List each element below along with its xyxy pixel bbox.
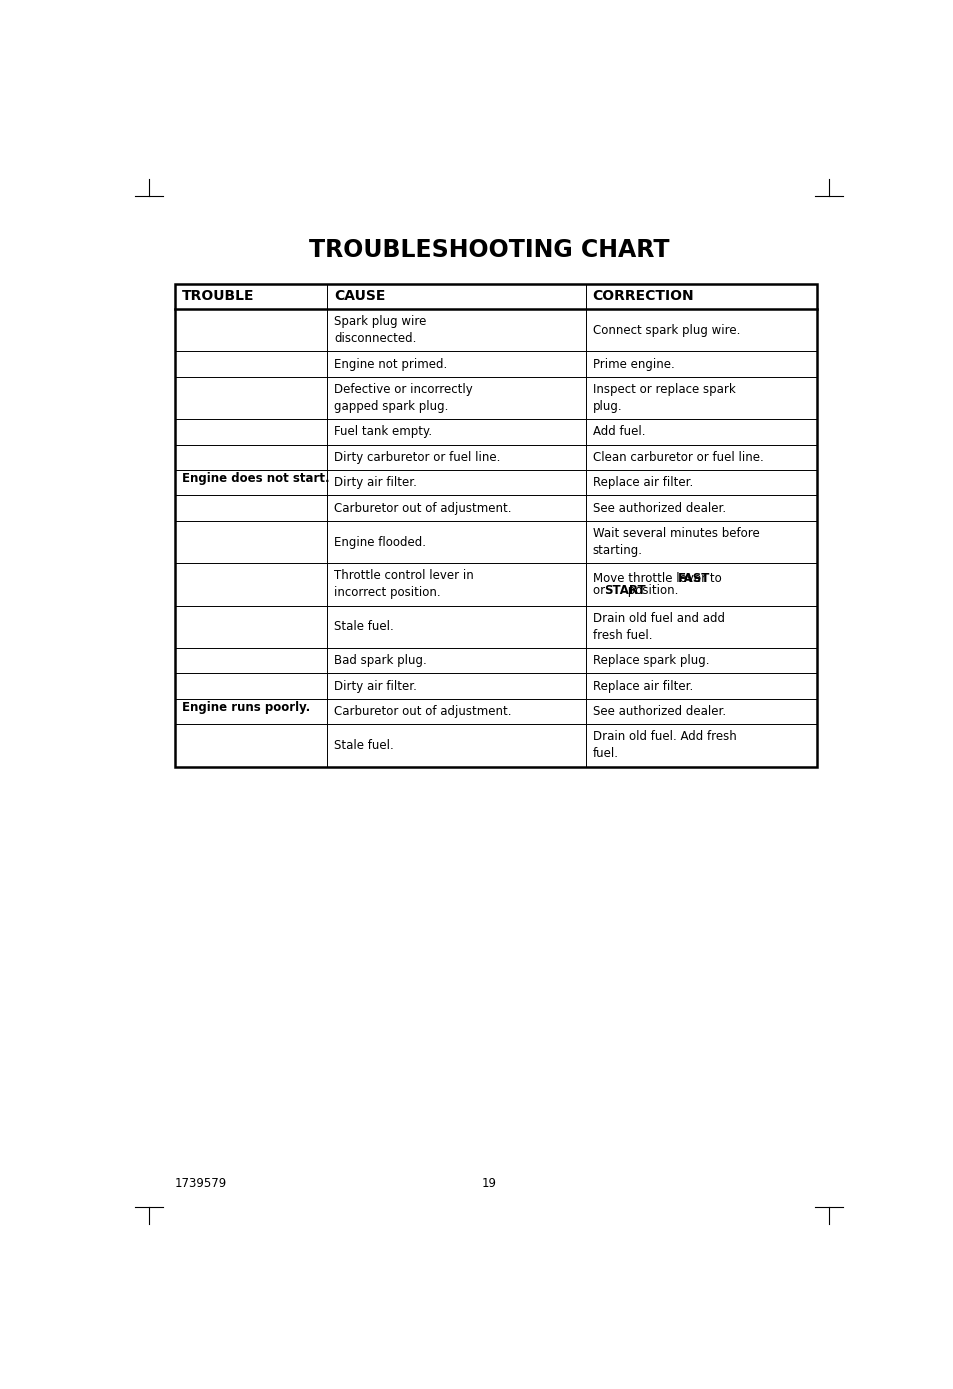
Text: TROUBLE: TROUBLE <box>182 289 254 303</box>
Text: Dirty air filter.: Dirty air filter. <box>334 679 416 693</box>
Text: Drain old fuel. Add fresh
fuel.: Drain old fuel. Add fresh fuel. <box>592 731 736 760</box>
Text: Throttle control lever in
incorrect position.: Throttle control lever in incorrect posi… <box>334 569 474 600</box>
Text: FAST: FAST <box>678 571 710 585</box>
Text: Clean carburetor or fuel line.: Clean carburetor or fuel line. <box>592 451 762 464</box>
Text: Prime engine.: Prime engine. <box>592 358 674 371</box>
Text: Fuel tank empty.: Fuel tank empty. <box>334 425 432 439</box>
Text: Bad spark plug.: Bad spark plug. <box>334 654 426 667</box>
Text: Dirty carburetor or fuel line.: Dirty carburetor or fuel line. <box>334 451 500 464</box>
Text: 19: 19 <box>481 1176 496 1189</box>
Text: Drain old fuel and add
fresh fuel.: Drain old fuel and add fresh fuel. <box>592 611 724 642</box>
Text: See authorized dealer.: See authorized dealer. <box>592 501 725 515</box>
Text: Replace air filter.: Replace air filter. <box>592 476 692 489</box>
Text: TROUBLESHOOTING CHART: TROUBLESHOOTING CHART <box>309 238 668 263</box>
Text: CAUSE: CAUSE <box>334 289 385 303</box>
Text: See authorized dealer.: See authorized dealer. <box>592 706 725 718</box>
Text: Engine runs poorly.: Engine runs poorly. <box>182 700 310 714</box>
Text: 1739579: 1739579 <box>174 1176 227 1189</box>
Text: START: START <box>603 585 645 597</box>
Text: Wait several minutes before
starting.: Wait several minutes before starting. <box>592 526 759 557</box>
Bar <box>174 283 816 767</box>
Text: Engine flooded.: Engine flooded. <box>334 536 426 549</box>
Text: Move throttle lever to: Move throttle lever to <box>592 571 724 585</box>
Text: Spark plug wire
disconnected.: Spark plug wire disconnected. <box>334 315 426 346</box>
Text: Engine does not start.: Engine does not start. <box>182 472 330 485</box>
Text: Stale fuel.: Stale fuel. <box>334 621 394 633</box>
Text: Carburetor out of adjustment.: Carburetor out of adjustment. <box>334 501 511 515</box>
Text: Engine not primed.: Engine not primed. <box>334 358 447 371</box>
Text: CORRECTION: CORRECTION <box>592 289 694 303</box>
Text: Connect spark plug wire.: Connect spark plug wire. <box>592 324 740 336</box>
Text: Replace air filter.: Replace air filter. <box>592 679 692 693</box>
Text: Carburetor out of adjustment.: Carburetor out of adjustment. <box>334 706 511 718</box>
Text: position.: position. <box>623 585 678 597</box>
Text: or: or <box>592 585 608 597</box>
Text: Dirty air filter.: Dirty air filter. <box>334 476 416 489</box>
Text: Add fuel.: Add fuel. <box>592 425 644 439</box>
Text: Inspect or replace spark
plug.: Inspect or replace spark plug. <box>592 383 735 413</box>
Text: Replace spark plug.: Replace spark plug. <box>592 654 708 667</box>
Text: Stale fuel.: Stale fuel. <box>334 739 394 751</box>
Text: Defective or incorrectly
gapped spark plug.: Defective or incorrectly gapped spark pl… <box>334 383 473 413</box>
